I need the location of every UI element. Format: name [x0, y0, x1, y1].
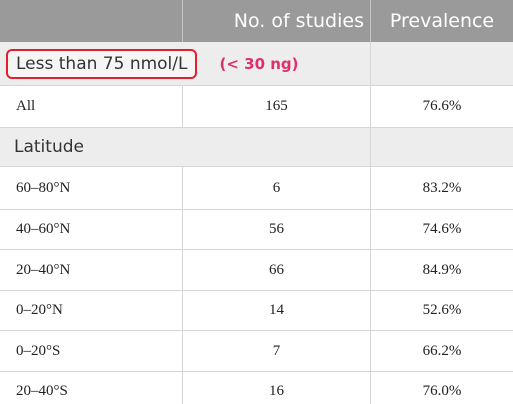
data-row: 0–20°N 14 52.6% — [0, 291, 513, 331]
section-row: Less than 75 nmol/L (< 30 ng) — [0, 42, 513, 86]
table-cell: 66.2% — [370, 331, 513, 371]
table-cell: 52.6% — [370, 291, 513, 330]
section-label: Less than 75 nmol/L — [6, 48, 198, 79]
table-cell: 0–20°S — [16, 342, 61, 359]
section-note: (< 30 ng) — [219, 54, 299, 73]
data-row: 0–20°S 7 66.2% — [0, 331, 513, 372]
table-cell: 40–60°N — [16, 221, 71, 237]
table-cell: 20–40°N — [16, 261, 71, 278]
section-cell: Latitude — [0, 128, 370, 166]
data-row: All 165 76.6% — [0, 86, 513, 128]
section-cell — [370, 128, 513, 166]
table-cell: 56 — [182, 210, 370, 249]
data-row: 20–40°N 66 84.9% — [0, 250, 513, 291]
table-cell: 7 — [182, 331, 370, 371]
table-cell: 165 — [182, 86, 370, 127]
table-cell: All — [16, 98, 36, 114]
table-cell: 74.6% — [370, 210, 513, 249]
table-cell: 76.0% — [370, 372, 513, 404]
section-cell: Less than 75 nmol/L (< 30 ng) — [0, 42, 370, 85]
section-row: Latitude — [0, 128, 513, 167]
header-row: No. of studies Prevalence — [0, 0, 513, 42]
data-row: 60–80°N 6 83.2% — [0, 167, 513, 210]
table-cell: 76.6% — [370, 86, 513, 127]
table-cell: 84.9% — [370, 250, 513, 290]
header-cell — [0, 0, 182, 42]
table-cell: 60–80°N — [16, 179, 71, 196]
data-row: 40–60°N 56 74.6% — [0, 210, 513, 250]
column-header: Prevalence — [370, 0, 513, 42]
table-cell: 16 — [182, 372, 370, 404]
table-cell: 83.2% — [370, 167, 513, 209]
table-cell: 14 — [182, 291, 370, 330]
table-cell: 0–20°N — [16, 302, 63, 318]
section-label: Latitude — [14, 137, 84, 157]
table-cell: 66 — [182, 250, 370, 290]
table-cell: 20–40°S — [16, 383, 68, 399]
section-cell — [370, 42, 513, 85]
table-cell: 6 — [182, 167, 370, 209]
data-row: 20–40°S 16 76.0% — [0, 372, 513, 404]
column-header: No. of studies — [182, 0, 370, 42]
